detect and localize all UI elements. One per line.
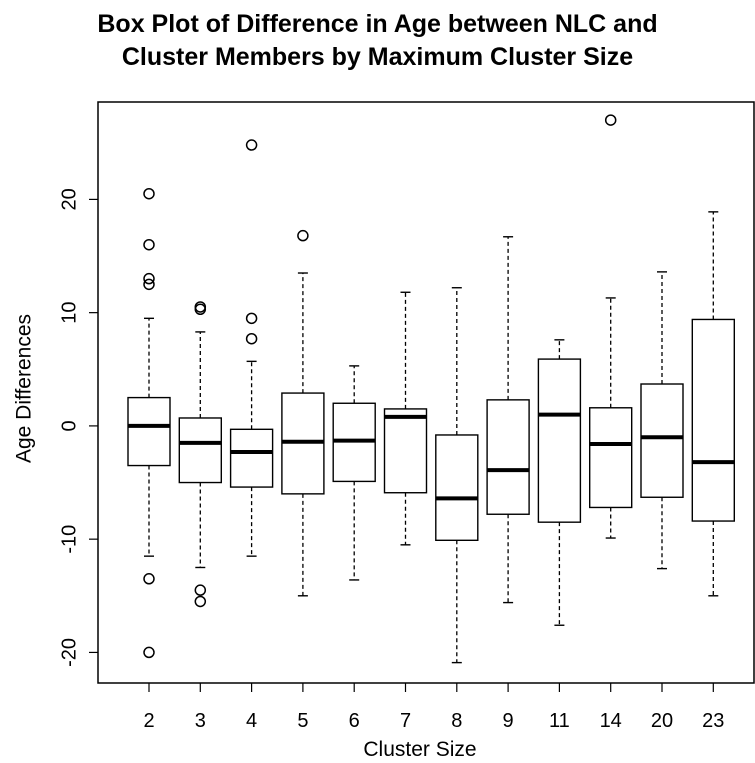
box-20 [640,383,684,498]
x-tick-label: 20 [651,710,673,732]
y-tick-label: -10 [58,525,80,554]
x-tick-label: 5 [297,710,308,732]
box-2 [127,396,171,467]
x-tick-label: 8 [451,710,462,732]
chart-title: Box Plot of Difference in Age between NL… [0,8,755,74]
box-14 [589,407,633,509]
x-tick-label: 11 [549,710,570,732]
x-tick-label: 7 [400,710,411,732]
outlier-point-2 [143,272,155,285]
box-7 [383,408,428,494]
outlier-point-2 [143,238,155,251]
outlier-point-2 [143,573,155,585]
outlier-point-4 [245,139,258,151]
y-axis-label: Age Differences [13,314,36,463]
outlier-point-4 [245,312,258,325]
x-axis-label: Cluster Size [363,738,476,761]
box-11 [537,358,582,523]
x-tick-label: 2 [143,710,154,732]
y-tick-label: 0 [58,420,80,431]
y-tick-label: 10 [58,302,80,324]
outlier-point-3 [194,595,207,608]
outlier-point-2 [143,187,155,200]
outlier-point-4 [245,332,258,345]
plot-frame [97,101,755,684]
chart-title-line-1: Box Plot of Difference in Age between NL… [97,10,658,38]
y-tick-label: 20 [58,188,80,210]
outlier-point-14 [604,114,617,126]
outlier-point-2 [143,646,155,659]
box-8 [435,434,479,541]
x-tick-label: 4 [246,710,257,732]
outlier-point-2 [143,278,155,291]
x-tick-label: 14 [600,710,622,732]
outlier-point-5 [297,229,309,242]
chart-title-line-2: Cluster Members by Maximum Cluster Size [121,43,634,71]
x-tick-label: 9 [503,710,514,732]
box-23 [691,318,735,522]
box-9 [486,399,530,515]
x-tick-label: 23 [702,710,724,732]
outlier-point-3 [194,303,207,316]
x-tick-label: 3 [195,710,206,732]
box-4 [229,428,274,488]
y-tick-label: -20 [58,638,80,667]
box-3 [178,417,223,484]
x-tick-label: 6 [349,710,360,732]
outlier-point-3 [194,301,207,313]
outlier-point-3 [194,584,207,596]
